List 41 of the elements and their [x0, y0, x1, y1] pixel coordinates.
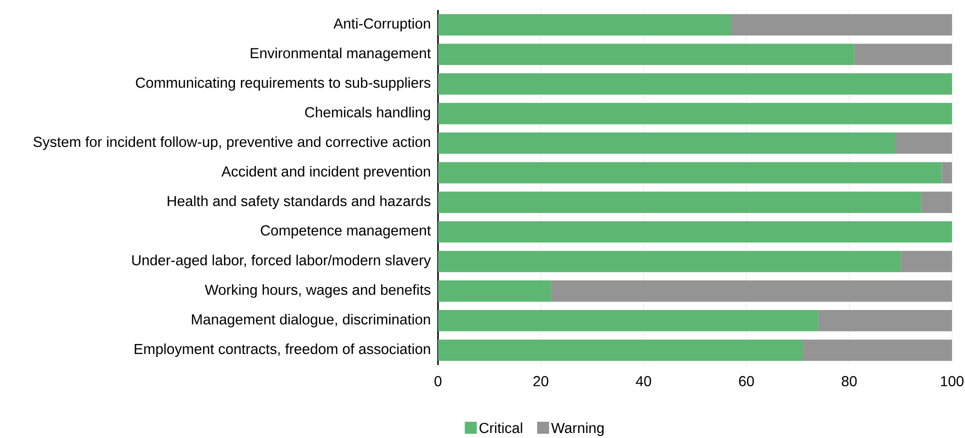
bar [438, 162, 942, 184]
bar [438, 280, 552, 302]
x-tick-label: 0 [434, 376, 442, 386]
x-tick-label: 80 [842, 376, 857, 386]
y-tick-label: Communicating requirements to sub-suppliers [136, 77, 430, 91]
bar [438, 44, 854, 66]
x-tick-label: 40 [636, 376, 652, 386]
bar [895, 132, 952, 154]
x-tick-label: 60 [739, 376, 754, 386]
y-tick-label: Competence management [260, 225, 431, 238]
x-tick-label: 100 [941, 376, 964, 386]
bar [802, 340, 952, 361]
bar [438, 310, 818, 332]
bar [900, 250, 952, 272]
bar [438, 132, 896, 154]
bar [942, 162, 952, 184]
bar [921, 192, 952, 213]
bar [438, 14, 731, 36]
y-tick-label: Anti-Corruption [333, 18, 430, 32]
legend-label: Critical [480, 422, 522, 434]
y-tick-label: System for incident follow-up, preventive and corrective action [33, 136, 430, 150]
y-tick-label: Under-aged labor, forced labor/modern slavery [132, 254, 431, 268]
bar [438, 102, 952, 124]
y-tick-label: Accident and incident prevention [221, 166, 430, 180]
bar [438, 340, 803, 361]
bar [438, 221, 952, 243]
y-tick-label: Chemicals handling [305, 106, 430, 120]
bar [438, 192, 922, 213]
bar [438, 73, 952, 95]
y-tick-label: Environmental management [250, 48, 431, 62]
bar [730, 14, 952, 36]
y-tick-label: Employment contracts, freedom of association [134, 343, 430, 357]
y-tick-label: Management dialogue, discrimination [192, 314, 430, 328]
legend-label: Warning [551, 422, 604, 436]
y-tick-label: Health and safety standards and hazards [168, 196, 430, 210]
bar [854, 44, 952, 66]
bar [438, 250, 901, 272]
bar [551, 280, 952, 302]
x-tick-label: 20 [533, 376, 548, 386]
y-tick-label: Working hours, wages and benefits [204, 284, 430, 298]
bar [818, 310, 952, 332]
